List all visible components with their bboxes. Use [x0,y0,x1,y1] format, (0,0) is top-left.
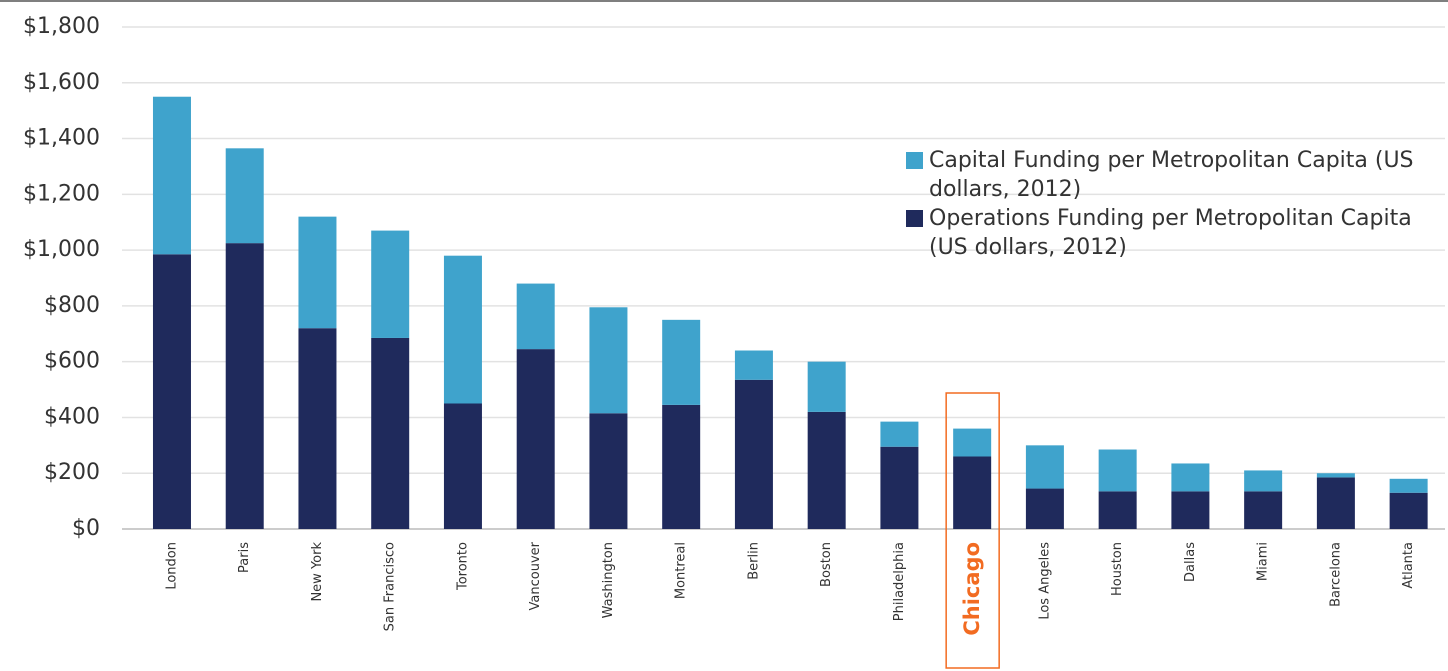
bar-segment [443,255,482,404]
bar-segment [371,230,410,338]
bar-segment [734,379,773,529]
y-tick-label: $1,800 [23,14,100,39]
x-tick-label: Atlanta [1401,542,1416,589]
bar-segment [880,421,919,447]
bar-segment [953,428,992,457]
bar-segment [589,413,628,529]
x-tick-label: Vancouver [528,541,543,610]
bar-segment [589,307,628,414]
bar-segment [662,404,701,529]
x-tick-label: Los Angeles [1037,542,1052,620]
legend: Capital Funding per Metropolitan Capita … [906,146,1436,262]
x-tick-label: San Francisco [383,542,398,631]
legend-item: Capital Funding per Metropolitan Capita … [906,146,1436,204]
bar-segment [516,349,555,529]
bar-segment [1171,463,1210,492]
x-tick-label: Montreal [674,542,689,599]
bar-segment [443,403,482,529]
bar-segment [1316,473,1355,478]
bar-segment [1025,488,1064,529]
y-tick-label: $0 [72,516,100,541]
y-tick-label: $800 [44,293,100,318]
legend-swatch [906,210,923,227]
highlight-box [945,392,1000,669]
bar-segment [1389,478,1428,493]
bar-segment [298,328,337,529]
x-tick-label: Paris [237,542,252,573]
y-tick-label: $200 [44,460,100,485]
x-tick-label: Boston [819,542,834,587]
bar-segment [1389,492,1428,529]
x-tick-label: Toronto [455,542,470,591]
legend-label: Operations Funding per Metropolitan Capi… [929,206,1412,260]
x-tick-label: Houston [1110,542,1125,596]
bar-segment [1316,477,1355,529]
y-tick-label: $600 [44,349,100,374]
bar-segment [734,350,773,380]
x-tick-label: New York [310,542,325,602]
x-tick-label: London [164,542,179,590]
bar-segment [152,96,191,255]
y-tick-label: $400 [44,404,100,429]
bar-segment [1171,491,1210,529]
x-tick-label: Miami [1256,542,1271,581]
x-tick-label: Barcelona [1328,542,1343,607]
x-tick-label: Berlin [746,542,761,580]
bar-segment [880,446,919,529]
y-tick-label: $1,600 [23,70,100,95]
y-tick-label: $1,000 [23,237,100,262]
x-tick-label: Dallas [1183,542,1198,582]
bar-segment [953,456,992,529]
bar-segment [152,254,191,530]
bar-segment [662,319,701,405]
bar-segment [516,283,555,350]
y-tick-label: $1,400 [23,126,100,151]
bar-segment [807,361,846,412]
bar-segment [807,411,846,529]
y-tick-label: $1,200 [23,181,100,206]
legend-swatch [906,152,923,169]
bar-segment [298,216,337,329]
x-tick-label: Chicago [960,542,984,636]
bar-segment [225,243,264,529]
legend-item: Operations Funding per Metropolitan Capi… [906,204,1436,262]
x-tick-label: Philadelphia [892,542,907,621]
x-tick-label: Washington [601,542,616,618]
bar-segment [1244,470,1283,492]
bar-segment [1098,449,1137,492]
legend-label: Capital Funding per Metropolitan Capita … [929,148,1414,202]
bar-segment [1244,491,1283,529]
bar-segment [1025,445,1064,489]
bar-segment [225,148,264,244]
bar-segment [1098,491,1137,529]
bar-segment [371,337,410,529]
